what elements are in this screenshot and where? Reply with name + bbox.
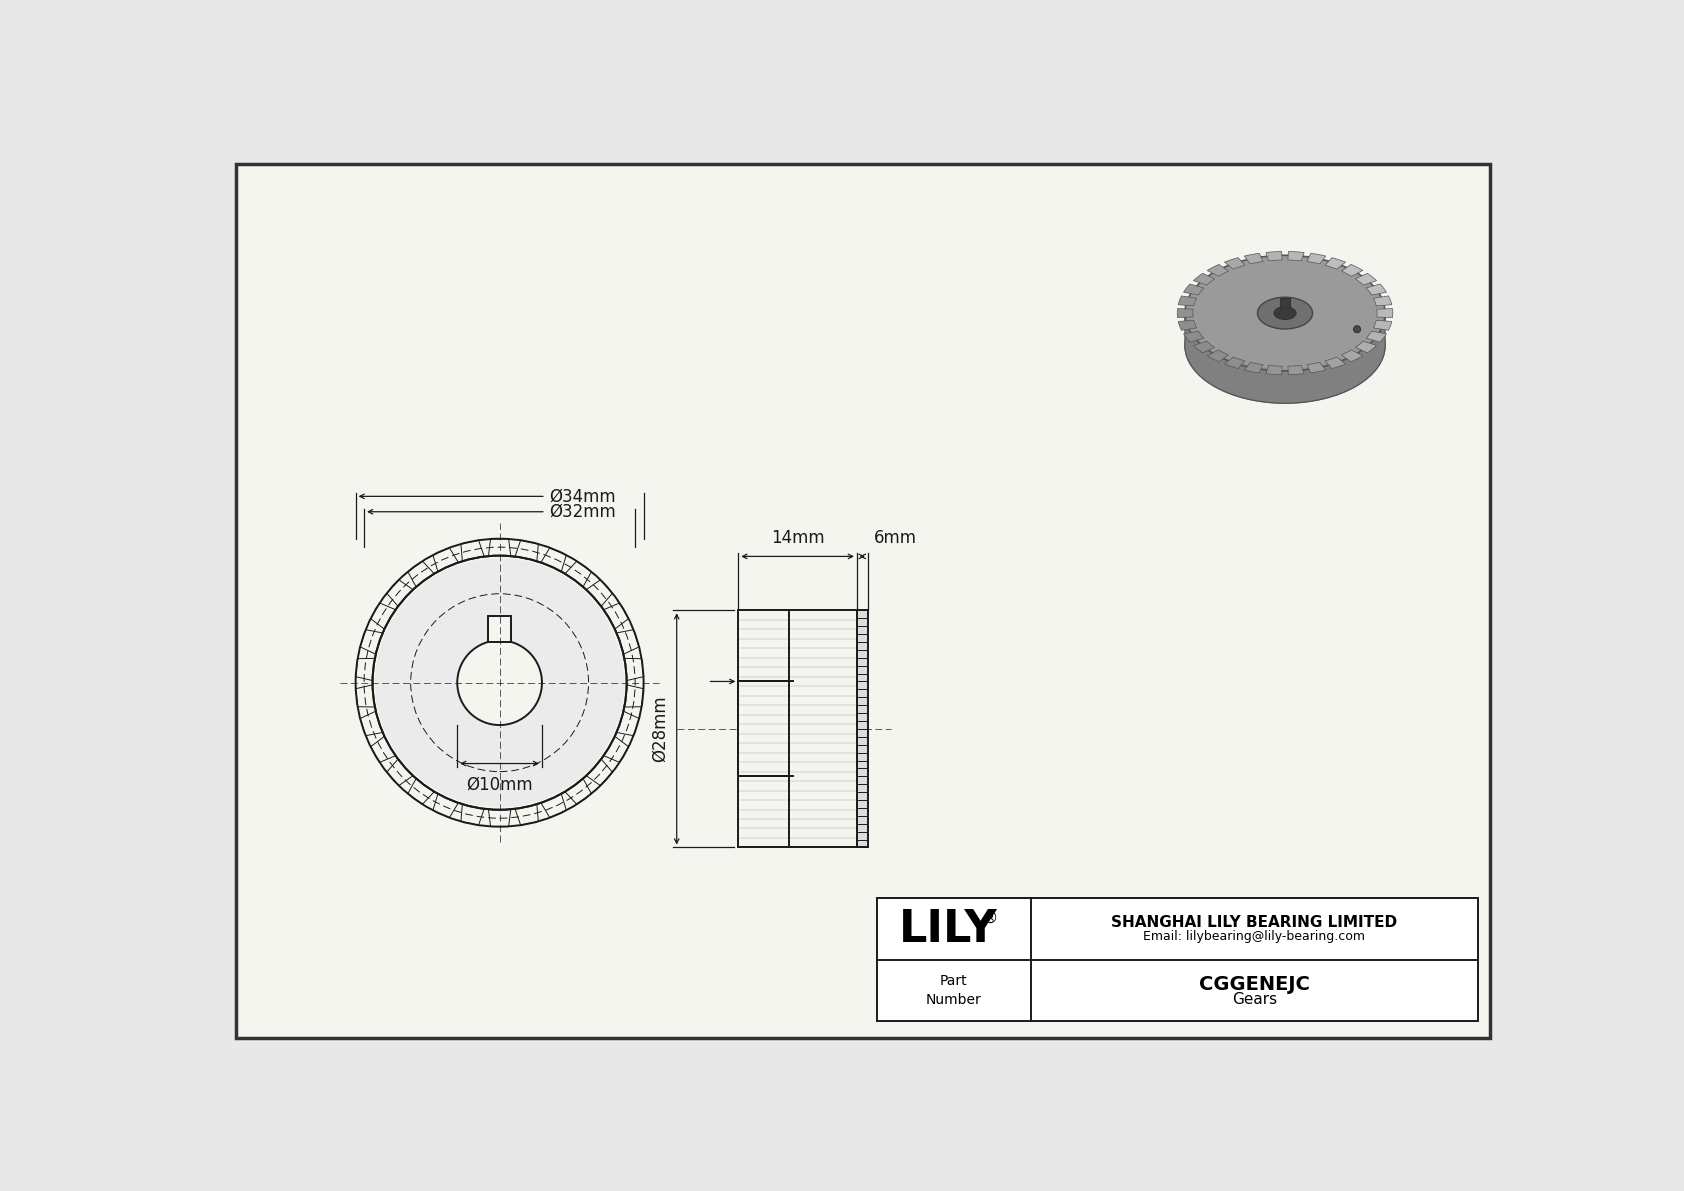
Polygon shape xyxy=(408,561,434,587)
Bar xyxy=(488,617,512,642)
Polygon shape xyxy=(1207,264,1229,276)
Polygon shape xyxy=(488,809,510,827)
Polygon shape xyxy=(1179,320,1197,330)
Text: ®: ® xyxy=(983,911,999,925)
Polygon shape xyxy=(1184,283,1204,295)
Polygon shape xyxy=(541,793,566,818)
Text: Email: lilybearing@lily-bearing.com: Email: lilybearing@lily-bearing.com xyxy=(1143,930,1366,943)
Polygon shape xyxy=(586,759,613,786)
Polygon shape xyxy=(1325,257,1346,269)
Text: Gears: Gears xyxy=(1231,992,1276,1008)
Circle shape xyxy=(1354,326,1361,332)
Circle shape xyxy=(372,556,626,810)
Text: 6mm: 6mm xyxy=(874,529,916,547)
Polygon shape xyxy=(1186,313,1386,404)
Polygon shape xyxy=(387,759,413,786)
Polygon shape xyxy=(616,711,638,736)
Polygon shape xyxy=(488,540,510,556)
Polygon shape xyxy=(360,711,382,736)
Polygon shape xyxy=(1266,366,1282,375)
Bar xyxy=(857,610,867,848)
Polygon shape xyxy=(360,630,382,654)
Text: 14mm: 14mm xyxy=(771,529,825,547)
Bar xyxy=(738,610,857,848)
Polygon shape xyxy=(603,603,628,629)
Polygon shape xyxy=(541,548,566,572)
Polygon shape xyxy=(1179,295,1197,306)
Polygon shape xyxy=(1184,331,1204,342)
Polygon shape xyxy=(1288,366,1303,375)
Polygon shape xyxy=(1177,308,1194,318)
Text: Ø34mm: Ø34mm xyxy=(549,487,616,505)
Ellipse shape xyxy=(1258,298,1312,329)
Polygon shape xyxy=(461,804,485,825)
Text: SHANGHAI LILY BEARING LIMITED: SHANGHAI LILY BEARING LIMITED xyxy=(1111,916,1398,930)
Bar xyxy=(877,898,1477,1022)
Polygon shape xyxy=(1224,357,1244,368)
Polygon shape xyxy=(515,804,539,825)
Polygon shape xyxy=(1374,295,1391,306)
Polygon shape xyxy=(1266,251,1282,261)
Text: LILY: LILY xyxy=(899,908,997,950)
Polygon shape xyxy=(1356,341,1376,353)
Polygon shape xyxy=(387,580,413,606)
Circle shape xyxy=(458,641,542,725)
Polygon shape xyxy=(1342,264,1362,276)
Polygon shape xyxy=(1307,362,1325,373)
Polygon shape xyxy=(564,779,591,804)
Text: Part
Number: Part Number xyxy=(926,974,982,1008)
Ellipse shape xyxy=(1186,288,1386,404)
Circle shape xyxy=(352,535,647,830)
Ellipse shape xyxy=(1186,255,1386,370)
Text: Ø10mm: Ø10mm xyxy=(466,775,532,794)
Polygon shape xyxy=(586,580,613,606)
Polygon shape xyxy=(1224,257,1244,269)
Polygon shape xyxy=(1207,350,1229,362)
Polygon shape xyxy=(461,541,485,561)
Polygon shape xyxy=(515,541,539,561)
Polygon shape xyxy=(1356,273,1376,285)
Polygon shape xyxy=(1374,320,1391,330)
Bar xyxy=(1280,298,1290,308)
Polygon shape xyxy=(625,659,643,680)
Polygon shape xyxy=(1342,350,1362,362)
Polygon shape xyxy=(370,603,396,629)
Polygon shape xyxy=(1194,341,1214,353)
Polygon shape xyxy=(1194,273,1214,285)
Text: Ø28mm: Ø28mm xyxy=(652,696,669,762)
Polygon shape xyxy=(1244,362,1263,373)
Polygon shape xyxy=(1325,357,1346,368)
Polygon shape xyxy=(564,561,591,587)
Polygon shape xyxy=(1307,254,1325,264)
Polygon shape xyxy=(1366,283,1386,295)
Polygon shape xyxy=(433,548,458,572)
Polygon shape xyxy=(625,685,643,707)
Polygon shape xyxy=(1244,254,1263,264)
Polygon shape xyxy=(603,736,628,762)
Polygon shape xyxy=(1378,308,1393,318)
Text: CGGENEJC: CGGENEJC xyxy=(1199,975,1310,994)
Polygon shape xyxy=(433,793,458,818)
Ellipse shape xyxy=(1275,307,1297,319)
Polygon shape xyxy=(616,630,638,654)
Polygon shape xyxy=(1288,251,1303,261)
Polygon shape xyxy=(408,779,434,804)
Polygon shape xyxy=(1366,331,1386,342)
Circle shape xyxy=(376,559,625,807)
Polygon shape xyxy=(355,659,376,680)
Text: Ø32mm: Ø32mm xyxy=(549,503,616,520)
Polygon shape xyxy=(355,685,376,707)
Polygon shape xyxy=(370,736,396,762)
Bar xyxy=(738,681,790,777)
